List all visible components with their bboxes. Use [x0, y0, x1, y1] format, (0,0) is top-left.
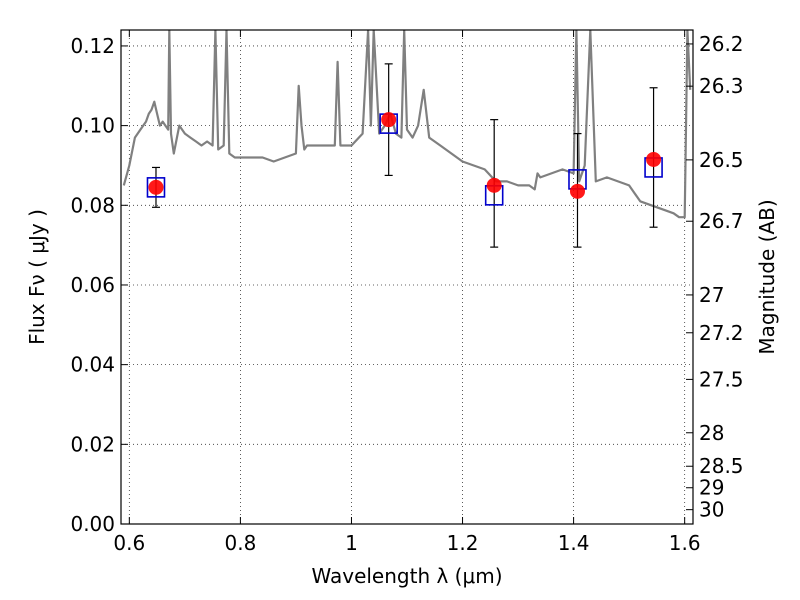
observed-point: [569, 183, 585, 199]
y-axis-ticks: 0.00 0.02 0.04 0.06 0.08 0.10 0.12: [70, 34, 128, 536]
x-axis-title: Wavelength λ (μm): [311, 564, 502, 588]
right-axis-title: Magnitude (AB): [755, 199, 779, 354]
x-axis-ticks: 0.6 0.8 1 1.2 1.4 1.6: [113, 30, 701, 555]
observed-points-layer: [148, 112, 662, 199]
y-tick-label: 0.10: [70, 114, 115, 138]
y-tick-label: 0.02: [70, 432, 115, 456]
magnitude-tick-label: 30: [699, 498, 724, 522]
magnitude-tick-label: 26.2: [699, 32, 744, 56]
y-tick-label: 0.06: [70, 273, 115, 297]
observed-point: [486, 177, 502, 193]
magnitude-tick-label: 27.5: [699, 367, 744, 391]
x-tick-label: 0.8: [224, 531, 256, 555]
y-tick-label: 0.12: [70, 34, 115, 58]
x-tick-label: 1.2: [447, 531, 479, 555]
magnitude-tick-label: 27.2: [699, 321, 744, 345]
x-tick-label: 1: [345, 531, 358, 555]
observed-point: [381, 112, 397, 128]
observed-point: [148, 179, 164, 195]
model-photometry-square: [146, 177, 166, 198]
plot-frame: [120, 29, 694, 525]
y-axis-title: Flux Fν ( μJy ): [25, 209, 49, 345]
y-tick-label: 0.08: [70, 193, 115, 217]
plot-area: [122, 30, 692, 248]
magnitude-tick-label: 29: [699, 476, 724, 500]
y-tick-label: 0.04: [70, 353, 115, 377]
magnitude-tick-label: 26.7: [699, 209, 744, 233]
x-tick-label: 1.4: [558, 531, 590, 555]
magnitude-tick-label: 28: [699, 421, 724, 445]
magnitude-tick-label: 26.3: [699, 74, 744, 98]
observed-point: [646, 151, 662, 167]
x-tick-label: 0.6: [113, 531, 145, 555]
magnitude-tick-label: 27: [699, 283, 724, 307]
magnitude-tick-label: 28.5: [699, 454, 744, 478]
x-tick-label: 1.6: [669, 531, 701, 555]
model-spectrum-layer: [122, 30, 692, 219]
model-spectrum-line: [122, 30, 692, 219]
y-tick-label: 0.00: [70, 512, 115, 536]
magnitude-tick-label: 26.5: [699, 148, 744, 172]
